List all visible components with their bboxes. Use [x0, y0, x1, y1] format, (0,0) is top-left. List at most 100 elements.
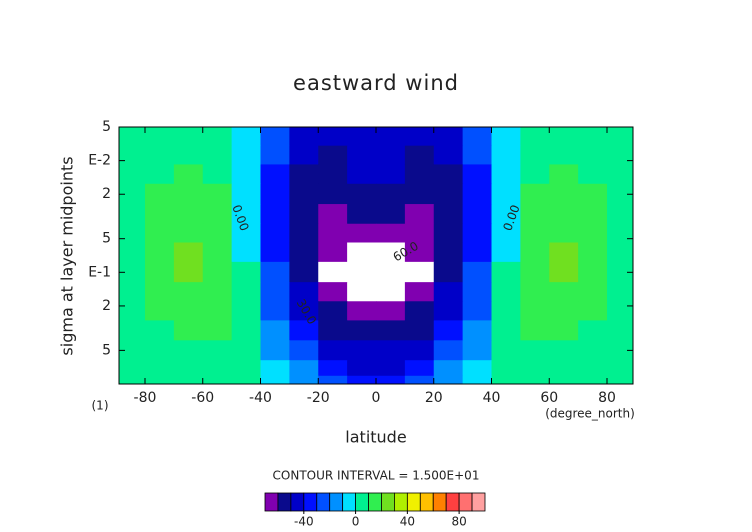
field-cell — [462, 320, 492, 341]
field-cell — [202, 360, 233, 377]
field-cell — [462, 360, 492, 377]
field-cell — [347, 301, 377, 321]
colorbar-box — [316, 492, 331, 512]
field-cell — [491, 375, 521, 385]
field-cell — [433, 127, 464, 147]
field-cell — [318, 127, 348, 147]
field-cell — [578, 183, 608, 205]
field-cell — [260, 282, 290, 302]
field-cell — [347, 145, 377, 165]
field-cell — [607, 164, 634, 185]
field-cell — [289, 320, 319, 341]
field-cell — [119, 183, 146, 205]
field-cell — [520, 204, 550, 225]
field-cell — [289, 223, 319, 243]
field-cell — [231, 164, 261, 185]
field-cell — [173, 183, 204, 205]
field-cell — [289, 282, 319, 302]
field — [119, 127, 634, 385]
field-cell — [231, 340, 261, 361]
field-cell — [318, 340, 348, 361]
colorbar-box — [458, 492, 473, 512]
field-cell — [549, 340, 579, 361]
field-cell — [491, 127, 521, 147]
field-cell — [318, 282, 348, 302]
field-cell — [607, 204, 634, 225]
field-cell — [119, 320, 146, 341]
field-cell — [260, 127, 290, 147]
field-cell — [202, 145, 233, 165]
x-tick-label: 60 — [540, 390, 558, 406]
field-cell — [289, 242, 319, 263]
field-cell — [202, 204, 233, 225]
colorbar-box — [290, 492, 305, 512]
field-cell — [520, 223, 550, 243]
field-cell — [260, 242, 290, 263]
field-cell — [119, 127, 146, 147]
field-cell — [173, 242, 204, 263]
field-cell — [318, 164, 348, 185]
field-cell — [376, 375, 406, 385]
field-cell — [404, 204, 435, 225]
field-cell — [318, 360, 348, 377]
field-cell — [231, 301, 261, 321]
field-cell — [144, 360, 175, 377]
field-cell — [520, 360, 550, 377]
field-cell — [347, 164, 377, 185]
y-tick-label: 2 — [102, 186, 111, 202]
field-cell — [173, 223, 204, 243]
field-cell — [462, 204, 492, 225]
colorbar-box — [381, 492, 395, 512]
field-cell — [433, 242, 464, 263]
field-cell — [462, 301, 492, 321]
field-cell — [376, 242, 406, 263]
field-cell — [144, 320, 175, 341]
field-cell — [347, 375, 377, 385]
field-cell — [173, 320, 204, 341]
field-cell — [462, 223, 492, 243]
field-cell — [520, 375, 550, 385]
field-cell — [231, 360, 261, 377]
field-cell — [491, 340, 521, 361]
field-cell — [491, 360, 521, 377]
field-cell — [433, 183, 464, 205]
field-cell — [404, 375, 435, 385]
field-cell — [260, 183, 290, 205]
field-cell — [607, 340, 634, 361]
field-cell — [491, 183, 521, 205]
field-cell — [549, 183, 579, 205]
field-cell — [347, 282, 377, 302]
y-unit: (1) — [92, 399, 109, 413]
field-cell — [173, 360, 204, 377]
field-cell — [318, 242, 348, 263]
field-cell — [376, 204, 406, 225]
field-cell — [347, 242, 377, 263]
field-cell — [549, 360, 579, 377]
field-cell — [404, 360, 435, 377]
field-cell — [289, 375, 319, 385]
field-cell — [520, 242, 550, 263]
field-cell — [231, 145, 261, 165]
field-cell — [491, 320, 521, 341]
y-tick-label: 5 — [102, 119, 111, 135]
field-cell — [607, 183, 634, 205]
field-cell — [433, 223, 464, 243]
field-cell — [173, 261, 204, 283]
field-cell — [202, 282, 233, 302]
x-tick-label: -20 — [307, 390, 330, 406]
field-cell — [318, 261, 348, 283]
field-cell — [376, 261, 406, 283]
field-cell — [376, 164, 406, 185]
field-cell — [318, 223, 348, 243]
field-cell — [231, 282, 261, 302]
field-cell — [173, 127, 204, 147]
colorbar-box — [394, 492, 408, 512]
field-cell — [173, 204, 204, 225]
field-cell — [491, 301, 521, 321]
field-cell — [520, 282, 550, 302]
field-cell — [549, 320, 579, 341]
y-axis-label: sigma at layer midpoints — [58, 156, 77, 355]
field-cell — [520, 301, 550, 321]
field-cell — [404, 340, 435, 361]
field-cell — [520, 127, 550, 147]
